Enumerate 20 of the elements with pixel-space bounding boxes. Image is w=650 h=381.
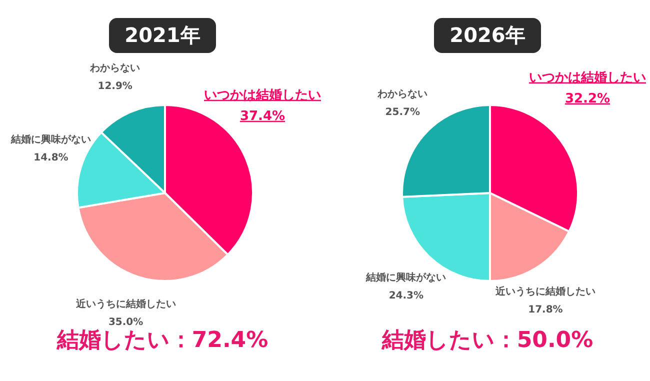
data-label: 35.0%: [108, 316, 144, 328]
data-label: 14.8%: [34, 152, 68, 164]
slice-label: 近いうちに結婚したい: [74, 298, 176, 310]
data-label: 32.2%: [564, 91, 610, 106]
data-label: 12.9%: [98, 81, 132, 92]
slice-label: 結婚に興味がない: [10, 134, 91, 146]
slice-label: 近いうちに結婚したい: [494, 286, 596, 298]
slice-label: わからない: [89, 63, 140, 74]
slice-label: いつかは結婚したい: [204, 88, 321, 103]
data-label: 25.7%: [385, 107, 420, 118]
data-label: 37.4%: [240, 108, 286, 124]
text: 結婚したい：50.0%: [380, 327, 594, 355]
data-label: 17.8%: [528, 304, 563, 316]
slice-label: 結婚に興味がない: [365, 271, 446, 284]
slice-label: いつかは結婚したい: [529, 70, 646, 86]
data-label: 24.3%: [388, 290, 424, 302]
slice-label: わからない: [376, 89, 428, 100]
chart-title: 2026年: [434, 18, 542, 53]
text: 結婚したい：72.4%: [56, 328, 268, 353]
chart-title: 2021年: [108, 18, 216, 53]
